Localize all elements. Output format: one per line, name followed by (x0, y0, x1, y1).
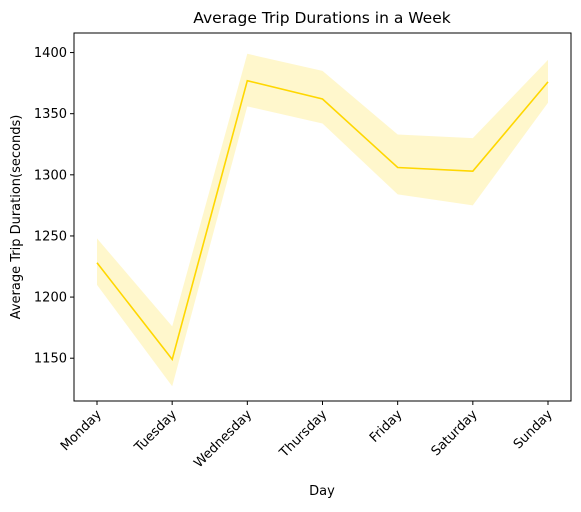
chart-title: Average Trip Durations in a Week (193, 9, 451, 27)
y-tick-label: 1150 (34, 352, 67, 367)
series-line (96, 79, 549, 362)
x-tick-label: Saturday (429, 407, 481, 459)
confidence-band (97, 53, 548, 387)
x-tick-label: Tuesday (131, 407, 180, 456)
y-tick-label: 1350 (34, 107, 67, 122)
y-tick-label: 1300 (34, 168, 67, 183)
x-tick-label: Thursday (276, 407, 330, 461)
x-tick-label: Friday (367, 407, 406, 446)
x-tick-label: Wednesday (191, 407, 255, 471)
x-tick-label: Monday (58, 407, 105, 454)
y-axis: 1150 1200 1250 1300 1350 1400 (34, 46, 74, 367)
x-tick-label: Sunday (511, 407, 556, 452)
y-axis-title: Average Trip Duration(seconds) (9, 115, 24, 320)
y-tick-label: 1400 (34, 46, 67, 61)
y-tick-label: 1200 (34, 291, 67, 306)
x-axis: Monday Tuesday Wednesday Thursday Friday Satu… (58, 401, 556, 471)
y-tick-label: 1250 (34, 229, 67, 244)
plot-area (96, 53, 549, 387)
x-axis-title: Day (309, 484, 335, 499)
